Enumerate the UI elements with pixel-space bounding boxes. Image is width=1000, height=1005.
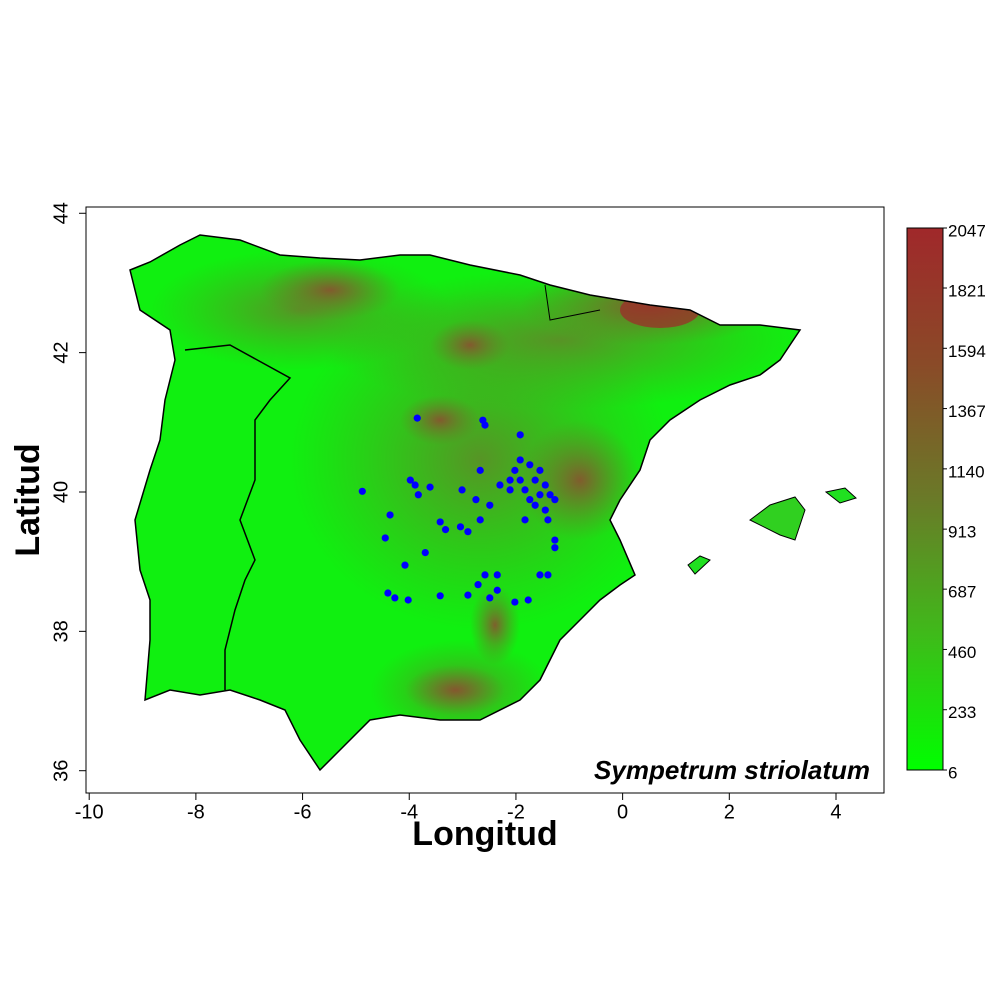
occurrence-point [476,466,484,474]
occurrence-point [474,581,482,589]
occurrence-point [493,586,501,594]
occurrence-point [476,516,484,524]
y-axis-label: Latitud [9,443,47,556]
x-tick-label: -8 [187,801,205,823]
occurrence-point [426,483,434,491]
plot-frame [85,206,885,794]
x-tick-label: 2 [724,801,735,823]
colorbar-tick-label: 1821 [948,282,986,301]
occurrence-point [481,421,489,429]
y-tick-label: 42 [50,342,72,364]
x-tick-label: -2 [507,801,525,823]
y-tick-label: 44 [50,202,72,224]
occurrence-point [526,461,534,469]
occurrence-point [414,491,422,499]
occurrence-point [516,456,524,464]
species-label: Sympetrum striolatum [594,755,870,785]
x-tick-label: -6 [294,801,312,823]
occurrence-point [521,516,529,524]
occurrence-point [521,486,529,494]
occurrence-point [496,481,504,489]
colorbar-tick-label: 687 [948,583,976,602]
occurrence-point [544,516,552,524]
island [749,496,806,541]
occurrence-point [413,414,421,422]
y-tick-label: 40 [50,481,72,503]
occurrence-point [506,476,514,484]
border [184,344,292,690]
occurrence-point [436,592,444,600]
colorbar-tick-label: 2047 [948,221,986,240]
occurrence-point [441,526,450,534]
occurrence-point [511,598,519,606]
colorbar-tick-label: 460 [948,643,976,662]
x-tick-label: 4 [830,801,841,823]
island [687,555,711,575]
occurrence-point [464,528,472,536]
occurrence-point [456,523,465,531]
occurrence-point [516,431,524,439]
occurrence-point [551,544,559,552]
occurrence-point [536,466,544,474]
occurrence-point [536,491,544,499]
y-tick-label: 38 [50,620,72,642]
occurrence-point [511,466,519,474]
colorbar-tick-label: 1140 [948,462,985,481]
y-tick-label: 36 [50,760,72,782]
occurrence-point [531,501,539,509]
occurrence-point [544,571,552,579]
occurrence-point [541,481,549,489]
x-axis-label: Longitud [412,815,557,853]
occurrence-point [472,496,480,504]
occurrence-point [404,596,412,604]
occurrence-point [481,571,489,579]
border [544,284,601,321]
occurrence-point [386,511,394,519]
occurrence-point [458,486,466,494]
occurrence-point [524,596,532,604]
occurrence-point [486,501,494,509]
occurrence-point [531,476,539,484]
occurrence-point [486,594,494,602]
colorbar-tick-label: 1367 [948,402,986,421]
occurrence-point [536,571,544,579]
occurrence-point [506,486,514,494]
occurrence-point [381,534,389,542]
occurrence-point [516,476,524,484]
colorbar-tick-label: 6 [948,763,957,782]
occurrence-point [411,481,419,489]
x-tick-label: -10 [75,801,104,823]
colorbar-tick-label: 1594 [948,342,986,361]
occurrence-point [546,491,554,499]
elevation-surface [130,235,800,770]
occurrence-point [358,487,366,495]
occurrence-point [464,591,472,599]
occurrence-point [391,594,399,602]
occurrence-point [401,561,409,569]
occurrence-point [436,518,444,526]
colorbar-tick-label: 233 [948,703,976,722]
occurrence-point [526,496,534,504]
occurrence-point [493,571,501,579]
occurrence-point [551,536,559,544]
x-tick-label: -4 [400,801,418,823]
occurrence-point [541,506,549,514]
island [824,487,857,504]
colorbar [906,227,944,771]
occurrence-point [384,589,392,597]
occurrence-point [421,549,429,557]
occurrence-point [406,476,414,484]
colorbar-tick-label: 913 [948,523,976,542]
x-tick-label: 0 [617,801,628,823]
occurrence-point [551,496,559,504]
